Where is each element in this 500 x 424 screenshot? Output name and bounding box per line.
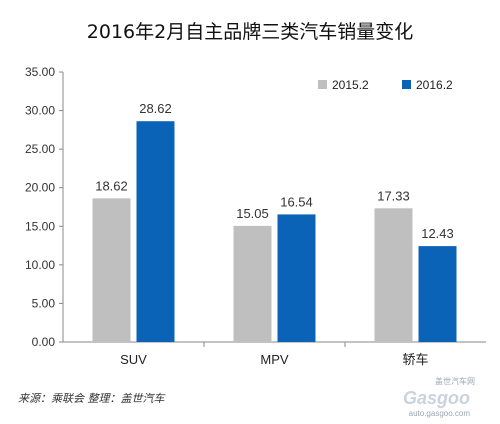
bar: [233, 225, 272, 342]
data-label: 28.62: [139, 101, 172, 116]
data-label: 16.54: [280, 194, 313, 209]
bar: [92, 198, 131, 342]
watermark-url: auto.gasgoo.com: [409, 409, 471, 418]
watermark-top: 盖世汽车网: [435, 376, 475, 386]
bar: [374, 208, 413, 342]
y-tick-label: 0.00: [32, 335, 56, 349]
x-tick-label: SUV: [120, 352, 147, 367]
x-tick-label: MPV: [260, 352, 289, 367]
watermark-logo: 盖世汽车网 Gasgoo auto.gasgoo.com: [403, 376, 475, 418]
y-tick-label: 20.00: [25, 181, 55, 195]
bar: [418, 246, 457, 342]
data-label: 17.33: [377, 188, 410, 203]
y-tick-label: 10.00: [25, 258, 55, 272]
chart-title: 2016年2月自主品牌三类汽车销量变化: [87, 21, 413, 43]
bars: 18.62 28.62 15.05 16.54 17.33 12.43: [92, 101, 457, 343]
bar: [136, 121, 175, 343]
legend: 2015.2 2016.2: [318, 78, 453, 92]
y-tick-label: 35.00: [25, 65, 55, 79]
data-label: 15.05: [236, 206, 269, 221]
data-label: 12.43: [421, 226, 454, 241]
y-tick-label: 5.00: [32, 296, 56, 310]
x-tick-label: 轿车: [402, 352, 428, 367]
axes: 0.00 5.00 10.00 15.00 20.00 25.00 30.00 35.00 SU…: [25, 65, 486, 367]
legend-label: 2016.2: [416, 78, 453, 92]
legend-label: 2015.2: [332, 78, 369, 92]
y-tick-label: 15.00: [25, 219, 55, 233]
watermark-logo-text: Gasgoo: [403, 388, 470, 408]
bar: [277, 214, 316, 342]
y-tick-label: 30.00: [25, 104, 55, 118]
y-tick-label: 25.00: [25, 142, 55, 156]
legend-swatch: [318, 80, 327, 89]
data-label: 18.62: [95, 178, 128, 193]
legend-swatch: [402, 80, 411, 89]
source-note: 来源：乘联会 整理：盖世汽车: [18, 392, 166, 405]
